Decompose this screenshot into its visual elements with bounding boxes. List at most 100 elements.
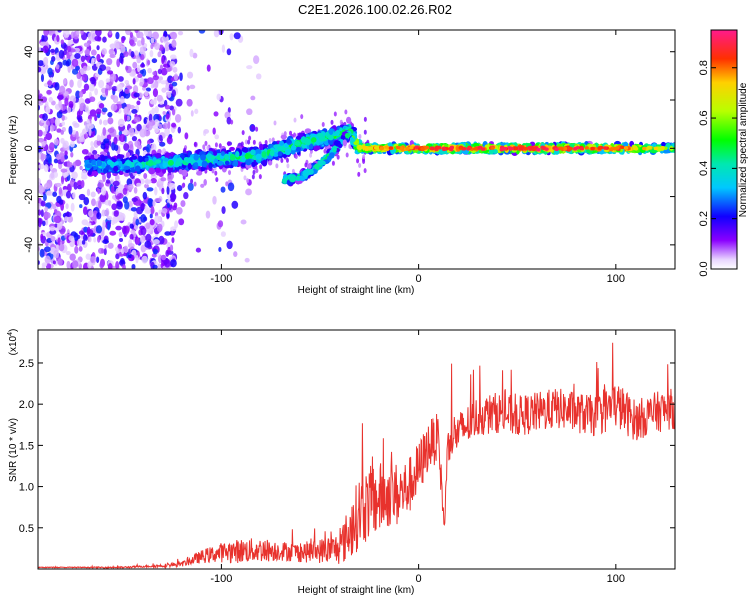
- spectrogram-noise-blob: [139, 128, 147, 138]
- spectrogram-ridge-point: [101, 162, 106, 169]
- spectrogram-haze: [363, 168, 367, 174]
- spectrogram-noise-blob: [53, 249, 60, 259]
- spectrogram-noise-blob: [140, 203, 146, 210]
- spectrogram-ridge-point: [162, 162, 168, 168]
- spectrogram-noise-blob: [140, 63, 146, 68]
- spectrogram-noise-blob: [157, 68, 162, 75]
- spectrogram-noise-blob: [38, 246, 41, 252]
- spectrogram-noise-blob: [160, 177, 167, 182]
- spectrogram-noise-blob: [168, 182, 176, 190]
- spectrogram-noise-blob: [171, 81, 178, 87]
- spectrogram-ridge-core: [373, 145, 379, 150]
- spectrogram-x-axis-label: Height of straight line (km): [298, 285, 415, 296]
- spectrogram-haze: [309, 152, 313, 158]
- spectrogram-noise-blob: [174, 113, 182, 123]
- spectrogram-noise-blob: [120, 45, 126, 54]
- spectrogram-ridge-point: [308, 169, 314, 175]
- spectrogram-noise-blob: [161, 87, 167, 93]
- spectrogram-ridge-core: [541, 146, 546, 150]
- spectrogram-noise-blob: [233, 251, 238, 257]
- spectrogram-noise-blob: [65, 250, 71, 256]
- spectrogram-haze: [252, 139, 256, 145]
- spectrogram-haze: [363, 116, 367, 122]
- spectrogram-noise-blob: [139, 69, 144, 75]
- spectrogram-ridge-core: [584, 146, 590, 150]
- spectrogram-noise-blob: [71, 58, 79, 67]
- spectrogram-noise-blob: [162, 122, 168, 130]
- spectrogram-noise-blob: [146, 121, 153, 131]
- spectrogram-noise-blob: [117, 118, 125, 128]
- spectrogram-noise-blob: [40, 96, 48, 103]
- snr-panel: -100 0 100 0.5 1.0 1.5 2.0 2.5 Height of strai…: [7, 329, 676, 596]
- spectrogram-noise-blob: [218, 247, 222, 252]
- spectrogram-ridge-point: [105, 165, 110, 170]
- spectrogram-ridge-point: [163, 157, 169, 162]
- spectrogram-noise-blob: [105, 84, 110, 89]
- spectrogram-noise-blob: [164, 258, 171, 268]
- spectrogram-noise-blob: [107, 222, 111, 231]
- spectrogram-noise-blob: [145, 233, 152, 242]
- spectrogram-noise-blob: [171, 122, 177, 128]
- spectrogram-noise-blob: [139, 225, 145, 230]
- spectrogram-noise-blob: [147, 67, 152, 74]
- spectrogram-ridge-core: [559, 146, 564, 151]
- spectrogram-noise-blob: [160, 67, 168, 76]
- spectrogram-noise-blob: [165, 113, 170, 120]
- spectrogram-noise-blob: [67, 215, 74, 223]
- spectrogram-noise-blob: [117, 76, 124, 82]
- spectrogram-noise-blob: [133, 186, 138, 194]
- spectrogram-noise-blob: [189, 48, 194, 58]
- spectrogram-noise-blob: [131, 109, 138, 114]
- spectrogram-noise-blob: [56, 128, 62, 133]
- spectrogram-noise-blob: [102, 173, 106, 183]
- spectrogram-noise-blob: [82, 206, 88, 216]
- spectrogram-noise-blob: [96, 53, 101, 62]
- spectrogram-ridge-point: [295, 146, 302, 152]
- colorbar-tick-label: 0.2: [698, 211, 710, 226]
- spectrogram-haze: [214, 142, 218, 148]
- spectrogram-ridge-point: [277, 151, 283, 157]
- spectrogram-noise-blob: [192, 52, 198, 59]
- spectrogram-noise-blob: [156, 223, 163, 233]
- spectrogram-noise-blob: [45, 132, 53, 141]
- spectrogram-noise-blob: [87, 123, 94, 130]
- spectrogram-noise-blob: [114, 246, 119, 252]
- spectrogram-noise-blob: [57, 258, 63, 266]
- spectrogram-noise-blob: [203, 128, 210, 134]
- spectrogram-ridge-core: [513, 146, 518, 151]
- spectrogram-haze: [230, 119, 234, 125]
- spectrogram-haze: [323, 148, 327, 154]
- spectrogram-noise-blob: [108, 48, 114, 55]
- spectrogram-noise-blob: [103, 248, 107, 256]
- spectrogram-ridge-point: [295, 176, 300, 181]
- spectrogram-noise-blob: [75, 90, 81, 99]
- spectrogram-noise-blob: [173, 202, 178, 208]
- spectrogram-noise-blob: [128, 39, 135, 45]
- spectrogram-noise-blob: [74, 245, 79, 254]
- spectrogram-noise-blob: [166, 60, 171, 68]
- spectrogram-noise-blob: [144, 204, 148, 214]
- spectrogram-noise-blob: [176, 185, 183, 192]
- spectrogram-noise-blob: [203, 179, 207, 186]
- spectrogram-ridge-point: [357, 144, 363, 151]
- spectrogram-noise-blob: [157, 263, 161, 269]
- spectrogram-noise-blob: [70, 151, 74, 158]
- spectrogram-ridge-point: [328, 154, 335, 159]
- spectrogram-noise-blob: [154, 215, 161, 224]
- spectrogram-noise-blob: [177, 126, 182, 134]
- spectrogram-noise-blob: [134, 140, 141, 148]
- spectrogram-noise-blob: [175, 98, 183, 107]
- spectrogram-noise-blob: [129, 233, 134, 240]
- snr-y-tick-label: 1.0: [19, 482, 34, 494]
- spectrogram-noise-blob: [42, 45, 49, 54]
- spectrogram-noise-blob: [166, 136, 173, 145]
- snr-x-tick-label: -100: [210, 573, 232, 585]
- spectrogram-noise-blob: [253, 55, 260, 65]
- spectrogram-noise-blob: [38, 129, 43, 137]
- spectrogram-noise-blob: [216, 93, 222, 101]
- spectrogram-noise-blob: [100, 186, 107, 196]
- spectrogram-noise-blob: [136, 123, 142, 132]
- spectrogram-noise-blob: [73, 181, 78, 190]
- spectrogram-noise-blob: [42, 154, 47, 160]
- spectrogram-noise-blob: [91, 58, 95, 67]
